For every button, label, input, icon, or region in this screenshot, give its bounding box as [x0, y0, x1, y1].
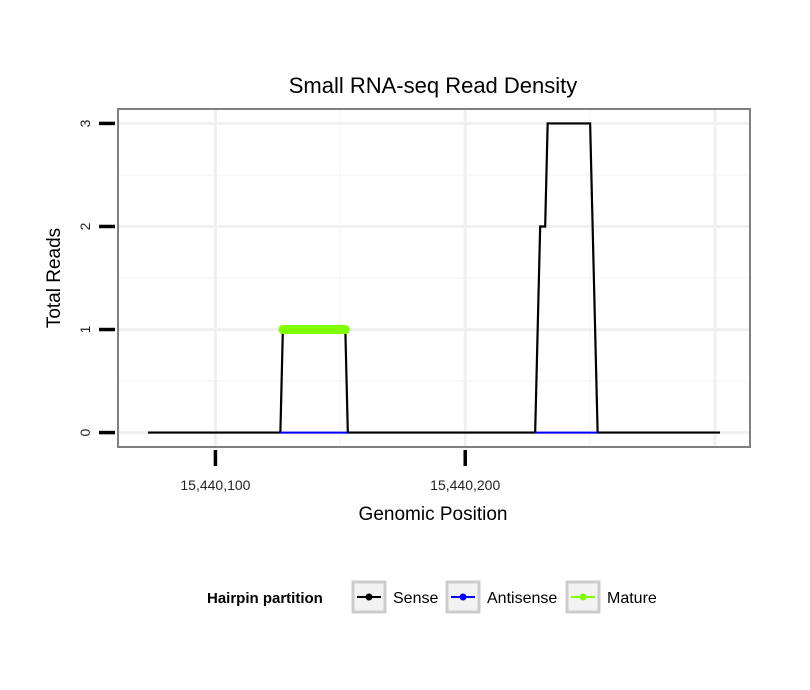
y-axis-title: Total Reads [44, 228, 65, 328]
x-axis-title: Genomic Position [359, 504, 508, 525]
x-tick-label: 15,440,100 [180, 477, 250, 493]
plot-panel-border [117, 108, 751, 448]
y-axis: 0 1 2 3 [77, 119, 115, 436]
legend-marker-mature [579, 593, 587, 601]
legend-marker-antisense [459, 593, 467, 601]
series-sense-line [147, 122, 721, 434]
x-axis: 15,440,100 15,440,200 [180, 450, 500, 493]
grid-layer [118, 109, 750, 447]
y-tick-label: 3 [77, 119, 93, 127]
legend-title: Hairpin partition [207, 590, 323, 607]
legend-label-antisense: Antisense [487, 590, 557, 607]
y-tick-label: 0 [77, 428, 93, 436]
legend-label-sense: Sense [393, 590, 438, 607]
x-tick-label: 15,440,200 [430, 477, 500, 493]
y-tick-label: 1 [77, 325, 93, 333]
series-layer [147, 122, 721, 434]
y-tick-label: 2 [77, 222, 93, 230]
legend-marker-sense [365, 593, 373, 601]
chart-title: Small RNA-seq Read Density [289, 73, 578, 98]
legend-label-mature: Mature [607, 590, 657, 607]
legend: Hairpin partition Sense Antisense Mature [207, 580, 657, 614]
